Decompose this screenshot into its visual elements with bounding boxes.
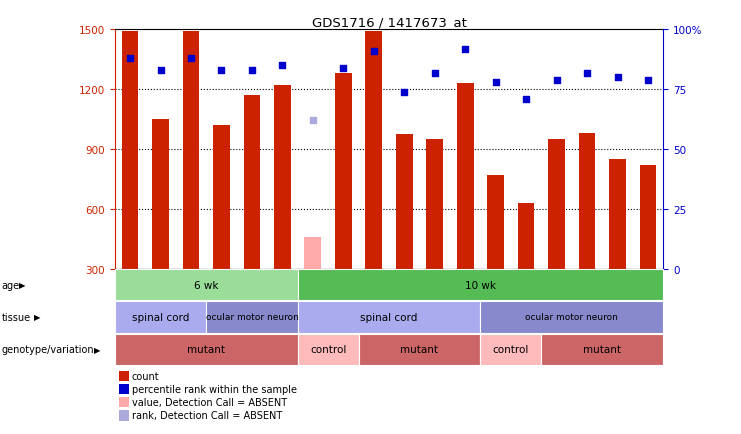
Text: spinal cord: spinal cord (132, 312, 189, 322)
Text: value, Detection Call = ABSENT: value, Detection Call = ABSENT (132, 398, 287, 407)
Text: control: control (310, 345, 346, 354)
Point (459, 46, 471, 53)
Point (155, 67, 167, 75)
Text: mutant: mutant (400, 345, 439, 354)
Bar (182, 33, 199, 269)
Bar (244, 96, 260, 269)
Point (490, 79, 502, 86)
Point (246, 67, 258, 75)
Point (368, 49, 379, 56)
Text: 6 wk: 6 wk (194, 280, 219, 290)
Bar (426, 140, 443, 269)
Text: ▶: ▶ (19, 281, 25, 289)
Bar (579, 134, 596, 269)
Point (581, 70, 593, 77)
Point (337, 65, 349, 72)
Bar (213, 126, 230, 269)
Text: ocular motor neuron: ocular motor neuron (525, 313, 618, 322)
Text: mutant: mutant (583, 345, 621, 354)
Bar (609, 160, 626, 269)
Bar (335, 74, 352, 269)
Text: age: age (1, 280, 19, 290)
Bar (365, 33, 382, 269)
Point (399, 89, 411, 96)
Text: rank, Detection Call = ABSENT: rank, Detection Call = ABSENT (132, 411, 282, 420)
Point (642, 77, 654, 84)
Bar (548, 140, 565, 269)
Text: ▶: ▶ (34, 313, 41, 322)
Point (307, 118, 319, 125)
Text: tissue: tissue (1, 312, 30, 322)
Bar (639, 166, 657, 269)
Point (611, 75, 623, 82)
Text: count: count (132, 372, 159, 381)
Point (216, 67, 227, 75)
Point (276, 63, 288, 70)
Text: mutant: mutant (187, 345, 225, 354)
Text: genotype/variation: genotype/variation (1, 345, 94, 354)
Bar (456, 84, 473, 269)
Bar (396, 135, 413, 269)
Point (429, 70, 441, 77)
Point (185, 56, 197, 62)
Text: ▶: ▶ (94, 345, 101, 354)
Point (551, 77, 562, 84)
Title: GDS1716 / 1417673_at: GDS1716 / 1417673_at (311, 16, 467, 29)
Bar (274, 86, 290, 269)
Bar (305, 237, 322, 269)
Point (520, 96, 532, 103)
Text: ocular motor neuron: ocular motor neuron (205, 313, 299, 322)
Point (124, 56, 136, 62)
Text: 10 wk: 10 wk (465, 280, 496, 290)
Bar (152, 120, 169, 269)
Text: control: control (493, 345, 529, 354)
Text: spinal cord: spinal cord (360, 312, 418, 322)
Text: percentile rank within the sample: percentile rank within the sample (132, 385, 297, 394)
Bar (488, 176, 504, 269)
Bar (518, 204, 534, 269)
Bar (122, 33, 139, 269)
